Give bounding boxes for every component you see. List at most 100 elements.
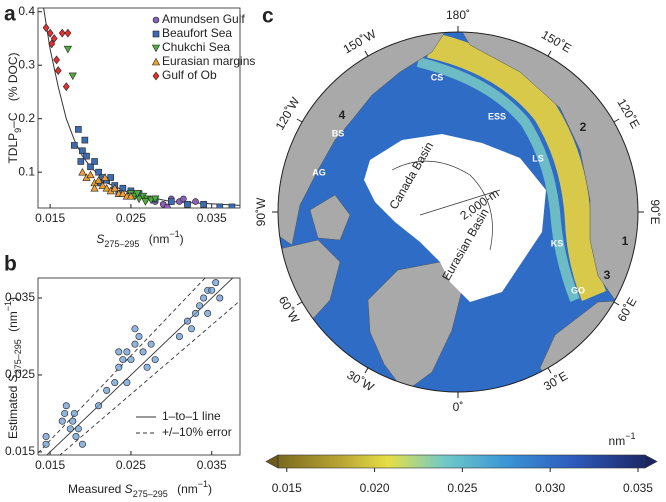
label-part: Estimated (6, 382, 20, 439)
point (139, 348, 147, 356)
point (204, 309, 212, 317)
point (42, 433, 50, 441)
point (83, 152, 90, 160)
y-tick-label: 0.2 (18, 111, 35, 125)
label-part: ) (6, 297, 20, 301)
graticule-tick (547, 50, 552, 57)
graticule-tick (547, 367, 552, 374)
point (212, 279, 220, 287)
point (143, 363, 151, 371)
label-part: 275–295 (104, 239, 139, 249)
region-label: CS (431, 72, 444, 82)
label-part: (nm (149, 232, 170, 246)
region-label: GO (571, 285, 585, 295)
region-label: KS (551, 238, 564, 248)
point (69, 417, 77, 425)
label-part: ) (208, 482, 212, 496)
y-tick-label: 0.015 (5, 444, 35, 458)
point (131, 325, 139, 333)
y-tick-label: 0.035 (5, 290, 35, 304)
panel-letter: a (4, 3, 16, 26)
y-tick-label: 0.025 (5, 367, 35, 381)
legend-marker (151, 57, 161, 66)
legend-marker (152, 30, 160, 38)
point (118, 189, 127, 197)
label-part: 275–295 (13, 339, 23, 374)
x-tick-label: 0.025 (116, 211, 146, 225)
graticule-label: 90˚E (648, 199, 662, 224)
plot-area (42, 8, 240, 208)
point (62, 82, 70, 92)
graticule-label: 90˚W (254, 197, 268, 226)
legend-marker (152, 71, 160, 81)
point (196, 302, 204, 310)
legend-label: +/–10% error (162, 425, 232, 439)
point (123, 379, 131, 387)
unit-part: −1 (625, 431, 635, 441)
graticule-tick (364, 50, 369, 57)
legend-label: Amundsen Gulf (162, 12, 245, 26)
x-tick-label: 0.035 (197, 458, 227, 472)
point (86, 170, 95, 179)
label-part: (nm (6, 311, 20, 332)
graticule-label: 120˚W (273, 94, 303, 132)
point (115, 363, 123, 371)
point (91, 158, 98, 165)
point (119, 356, 127, 364)
point (53, 55, 60, 65)
point (180, 195, 187, 203)
point (123, 348, 131, 356)
point (183, 317, 191, 325)
point (102, 183, 111, 192)
point (70, 409, 78, 417)
colorbar-tick-label: 0.025 (447, 481, 477, 495)
point (134, 195, 144, 204)
panel-letter: c (262, 5, 274, 28)
point (81, 136, 89, 144)
graticule-label: 60˚W (276, 294, 303, 326)
point (46, 28, 54, 38)
label-part: 9 (13, 128, 23, 133)
x-tick-label: 0.015 (35, 458, 65, 472)
graticule-label: 150˚W (341, 26, 379, 56)
point (163, 203, 171, 208)
site-label: 4 (339, 108, 346, 122)
point (61, 409, 69, 417)
point (50, 34, 58, 43)
point (103, 386, 111, 394)
point (78, 167, 87, 176)
label-part: −1 (3, 301, 13, 311)
point (72, 433, 80, 441)
point (71, 142, 78, 149)
colorbar-extend (265, 454, 279, 469)
colorbar-tick-label: 0.020 (360, 481, 390, 495)
sea-ice (364, 134, 546, 302)
shelf-band (426, 32, 607, 301)
point (127, 356, 135, 364)
region-label: AG (312, 167, 326, 177)
x-tick-label: 0.025 (116, 458, 146, 472)
ridge-line (419, 189, 501, 216)
legend-marker (152, 16, 160, 24)
point (58, 417, 66, 425)
point (58, 28, 66, 38)
point (68, 72, 77, 81)
point (62, 402, 70, 410)
point (168, 198, 175, 205)
point (94, 175, 103, 184)
point (74, 425, 82, 433)
point (107, 174, 115, 181)
y-axis-label: Estimated S275–295 (nm−1) (3, 297, 23, 439)
region-label: ESS (488, 111, 506, 121)
label-part: S (125, 482, 133, 496)
point (75, 126, 82, 133)
graticule-tick (296, 301, 303, 306)
graticule-label: 60˚E (615, 295, 640, 324)
point (42, 440, 50, 448)
graticule-label: 150˚E (539, 27, 574, 55)
point (216, 203, 224, 208)
point (87, 163, 94, 171)
y-tick-label: 0.1 (18, 164, 35, 178)
x-tick-label: 0.015 (35, 211, 65, 225)
y-tick-label: 0.4 (18, 4, 35, 18)
